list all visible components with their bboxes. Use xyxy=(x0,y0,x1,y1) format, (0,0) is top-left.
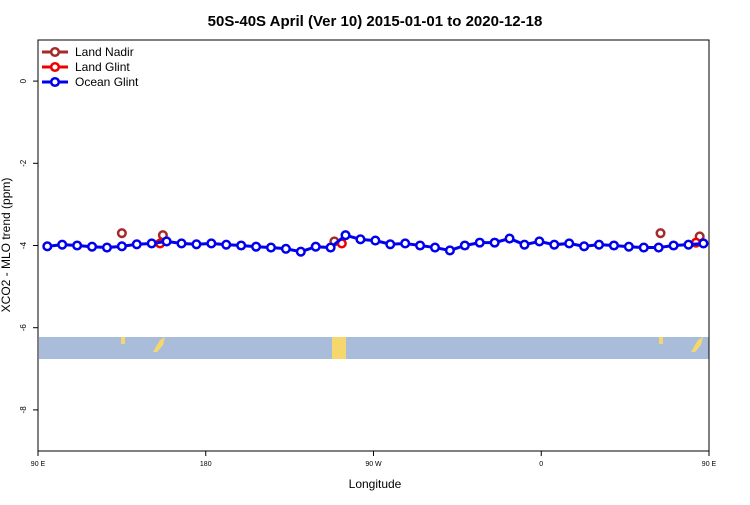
land-patch xyxy=(691,337,703,352)
point xyxy=(653,242,664,253)
point xyxy=(72,240,83,251)
point xyxy=(295,246,306,257)
point xyxy=(655,228,666,239)
y-tick-label: -2 xyxy=(19,159,28,167)
point xyxy=(355,234,366,245)
point xyxy=(489,237,500,248)
point xyxy=(683,239,694,250)
land-patch xyxy=(332,337,346,359)
y-tick-label: -8 xyxy=(19,406,28,414)
point xyxy=(116,241,127,252)
land-patch xyxy=(659,337,663,344)
point xyxy=(146,238,157,249)
point xyxy=(504,233,515,244)
x-axis-label: Longitude xyxy=(349,477,402,491)
legend-label: Land Nadir xyxy=(75,45,134,59)
point xyxy=(206,238,217,249)
point xyxy=(638,242,649,253)
point xyxy=(385,239,396,250)
map-strip xyxy=(39,337,709,359)
point xyxy=(280,243,291,254)
point xyxy=(340,230,351,241)
point xyxy=(57,239,68,250)
point xyxy=(519,239,530,250)
y-tick-label: -6 xyxy=(19,324,28,332)
point xyxy=(310,241,321,252)
x-tick-label: 0 xyxy=(539,461,543,468)
point xyxy=(221,239,232,250)
point xyxy=(265,242,277,253)
point xyxy=(459,240,470,251)
point xyxy=(608,240,619,251)
point xyxy=(42,241,53,252)
x-tick-label: 90 E xyxy=(702,461,717,468)
legend-marker xyxy=(49,76,61,88)
point xyxy=(176,238,187,249)
point xyxy=(579,241,590,252)
point xyxy=(236,240,247,251)
point xyxy=(444,245,455,256)
legend-label: Land Glint xyxy=(75,60,130,74)
x-tick-label: 90 W xyxy=(365,461,382,468)
point xyxy=(534,236,545,247)
point xyxy=(623,241,634,252)
point xyxy=(101,242,113,253)
point xyxy=(564,238,575,249)
point xyxy=(161,236,172,247)
point xyxy=(116,228,127,239)
legend-marker xyxy=(49,46,61,58)
point xyxy=(474,237,485,248)
ocean-band xyxy=(39,337,709,359)
land-patch xyxy=(153,337,165,352)
point xyxy=(325,242,336,253)
x-tick-label: 180 xyxy=(200,461,212,468)
land-patch xyxy=(121,337,125,344)
y-tick-label: -4 xyxy=(19,241,28,249)
y-tick-label: 0 xyxy=(19,78,28,83)
point xyxy=(698,238,709,249)
point xyxy=(400,238,411,249)
point xyxy=(131,239,142,250)
point xyxy=(87,241,98,252)
y-axis-label: XCO2 - MLO trend (ppm) xyxy=(0,178,13,313)
point xyxy=(593,239,605,250)
point xyxy=(251,241,262,252)
point xyxy=(415,240,426,251)
x-tick-label: 90 E xyxy=(31,461,46,468)
point xyxy=(429,242,441,253)
point xyxy=(370,235,381,246)
point xyxy=(668,240,679,251)
point xyxy=(549,239,560,250)
legend-marker xyxy=(49,61,61,73)
point xyxy=(191,239,202,250)
chart-title: 50S-40S April (Ver 10) 2015-01-01 to 202… xyxy=(208,13,543,30)
legend-label: Ocean Glint xyxy=(75,75,139,89)
